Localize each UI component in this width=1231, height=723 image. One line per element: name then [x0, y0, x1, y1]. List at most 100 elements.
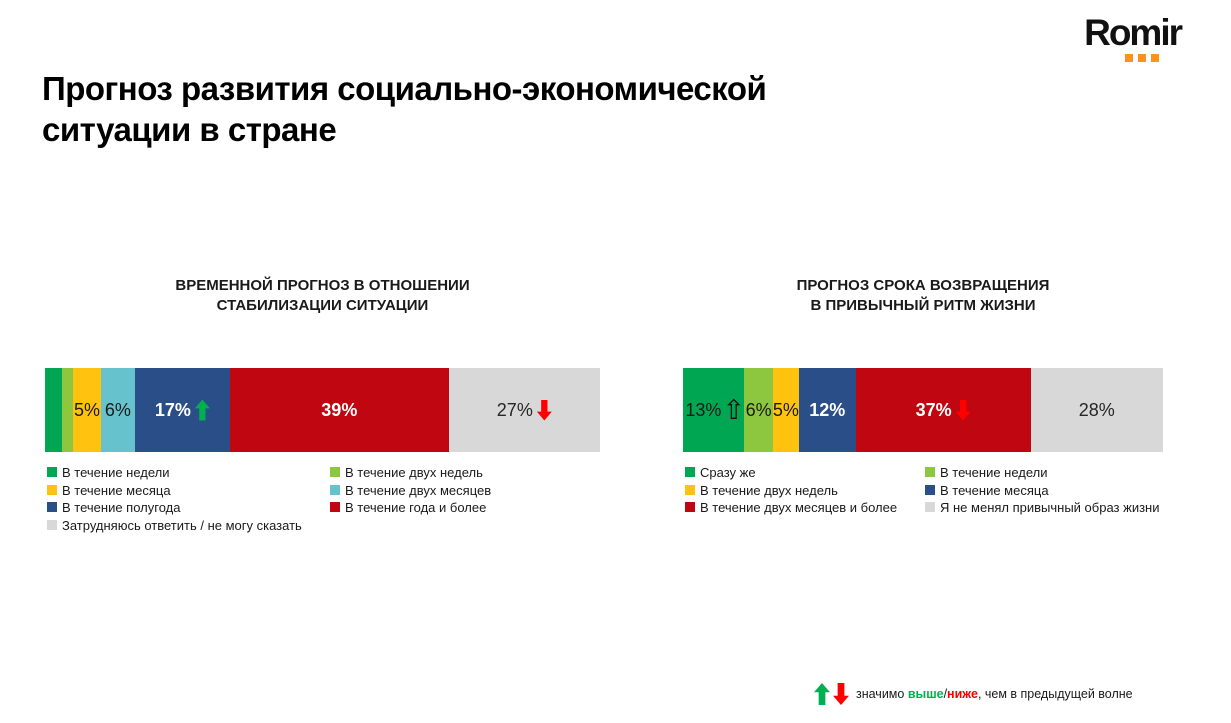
legend-swatch: [330, 484, 340, 495]
segment-value-label: 5%: [74, 400, 100, 421]
legend-swatch: [685, 502, 695, 512]
segment-value-text: 27%: [496, 399, 533, 420]
legend-item: В течение недели: [925, 466, 1159, 479]
segment-value-text: 6%: [104, 399, 131, 420]
legend-item: Затрудняюсь ответить / не могу сказать: [47, 519, 330, 532]
legend-item: В течение двух месяцев: [330, 484, 491, 497]
legend-swatch: [47, 484, 57, 495]
legend-item: В течение месяца: [925, 484, 1159, 497]
chart-title: ВРЕМЕННОЙ ПРОГНОЗ В ОТНОШЕНИИ СТАБИЛИЗАЦ…: [175, 277, 470, 314]
up-arrow-icon: [814, 683, 830, 705]
segment-value-label: 37%: [915, 399, 971, 421]
legend-label: В течение года и более: [345, 500, 487, 515]
legend-swatch: [925, 484, 935, 495]
footnote-prefix: значимо: [856, 687, 908, 701]
romir-logo: Romir: [1084, 12, 1183, 62]
footnote-higher: выше: [907, 687, 944, 701]
logo-text: Romir: [1084, 12, 1183, 53]
legend-swatch: [925, 467, 935, 477]
logo-dot: [1124, 54, 1133, 62]
legend-column: В течение недели В течение месяца В течени…: [47, 466, 330, 532]
bar-segment: 6%: [744, 368, 773, 452]
segment-value-text: 5%: [772, 399, 799, 420]
legend-item: В течение двух месяцев и более: [685, 501, 925, 514]
down-arrow-icon: [833, 683, 849, 705]
segment-value-label: 13% ⇧: [685, 394, 746, 426]
legend-item: В течение двух недель: [685, 484, 925, 497]
significance-down-arrow-icon: [536, 399, 552, 421]
logo-dot: [1137, 54, 1146, 62]
legend-column: В течение двух недель В течение двух меся…: [330, 466, 491, 532]
legend-swatch: [925, 502, 935, 512]
significance-footnote: значимо выше/ниже, чем в предыдущей волн…: [814, 683, 1133, 705]
legend-item: В течение двух недель: [330, 466, 491, 479]
legend-label: В течение двух недель: [345, 465, 483, 480]
legend: Сразу же В течение двух недель В течение д…: [685, 466, 1163, 514]
bar-segment: 28%: [1030, 368, 1163, 452]
page-title: Прогноз развития социально-экономической…: [42, 70, 767, 149]
legend-swatch: [330, 502, 340, 512]
footnote-text: значимо выше/ниже, чем в предыдущей волн…: [856, 687, 1133, 701]
legend: В течение недели В течение месяца В течени…: [47, 466, 600, 532]
segment-value-text: 13%: [685, 399, 722, 420]
segment-value-label: 6%: [746, 400, 772, 421]
segment-value-label: 12%: [809, 400, 845, 421]
bar-segment: 13% ⇧: [683, 368, 746, 452]
legend-label: В течение двух месяцев и более: [700, 500, 898, 515]
legend-label: В течение недели: [940, 465, 1048, 480]
legend-item: Я не менял привычный образ жизни: [925, 501, 1159, 514]
bar-segment: 37%: [855, 368, 1031, 452]
legend-swatch: [685, 484, 695, 495]
legend-item: В течение полугода: [47, 501, 330, 514]
segment-value-text: 17%: [154, 399, 191, 420]
bar-segment: 5%: [772, 368, 799, 452]
bar-segment: 27%: [448, 368, 600, 452]
chart-title: ПРОГНОЗ СРОКА ВОЗВРАЩЕНИЯ В ПРИВЫЧНЫЙ РИ…: [796, 277, 1050, 314]
segment-value-label: 6%: [105, 400, 131, 421]
legend-label: В течение двух месяцев: [345, 482, 492, 498]
legend-label: В течение двух недель: [700, 482, 838, 498]
segment-value-label: 17%: [154, 399, 210, 421]
legend-label: В течение месяца: [62, 482, 171, 498]
legend-label: Я не менял привычный образ жизни: [940, 500, 1160, 515]
segment-value-label: 39%: [321, 400, 357, 421]
segment-value-label: 28%: [1079, 400, 1115, 421]
bar-segment: [61, 368, 74, 452]
legend-swatch: [330, 467, 340, 477]
footnote-lower: ниже: [947, 687, 978, 701]
significance-down-arrow-icon: [955, 399, 971, 421]
legend-label: В течение месяца: [940, 482, 1049, 498]
bar-segment: 12%: [798, 368, 856, 452]
bar-segment: 5%: [73, 368, 102, 452]
segment-value-label: 5%: [773, 400, 799, 421]
segment-value-text: 12%: [809, 399, 846, 420]
footnote-suffix: , чем в предыдущей волне: [977, 687, 1133, 701]
segment-value-label: 27%: [496, 399, 552, 421]
logo-dots-icon: [1093, 54, 1190, 62]
segment-value-text: 37%: [915, 399, 952, 420]
legend-label: В течение недели: [62, 465, 170, 480]
legend-swatch: [47, 519, 57, 530]
chart-return-to-normal-forecast: ПРОГНОЗ СРОКА ВОЗВРАЩЕНИЯ В ПРИВЫЧНЫЙ РИ…: [683, 272, 1163, 552]
hollow-up-arrow-icon: ⇧: [722, 394, 746, 426]
legend-item: В течение года и более: [330, 501, 491, 514]
bar-segment: [45, 368, 62, 452]
logo-dot: [1150, 54, 1159, 62]
chart-stabilization-forecast: ВРЕМЕННОЙ ПРОГНОЗ В ОТНОШЕНИИ СТАБИЛИЗАЦ…: [45, 272, 600, 552]
legend-column: В течение недели В течение месяца Я не мен…: [925, 466, 1159, 514]
footnote-slash: /: [943, 687, 948, 701]
legend-item: В течение месяца: [47, 484, 330, 497]
significance-up-arrow-icon: [194, 399, 210, 421]
stacked-bar: 13% ⇧ 6% 5% 12% 37% 28%: [683, 368, 1163, 452]
segment-value-text: 39%: [321, 399, 358, 420]
legend-label: Сразу же: [700, 465, 756, 480]
segment-value-text: 6%: [745, 399, 772, 420]
legend-label: В течение полугода: [62, 500, 181, 515]
legend-swatch: [685, 467, 695, 477]
legend-item: В течение недели: [47, 466, 330, 479]
stacked-bar: 5% 6% 17% 39% 27%: [45, 368, 600, 452]
bar-segment: 6%: [101, 368, 135, 452]
legend-swatch: [47, 502, 57, 512]
legend-item: Сразу же: [685, 466, 925, 479]
